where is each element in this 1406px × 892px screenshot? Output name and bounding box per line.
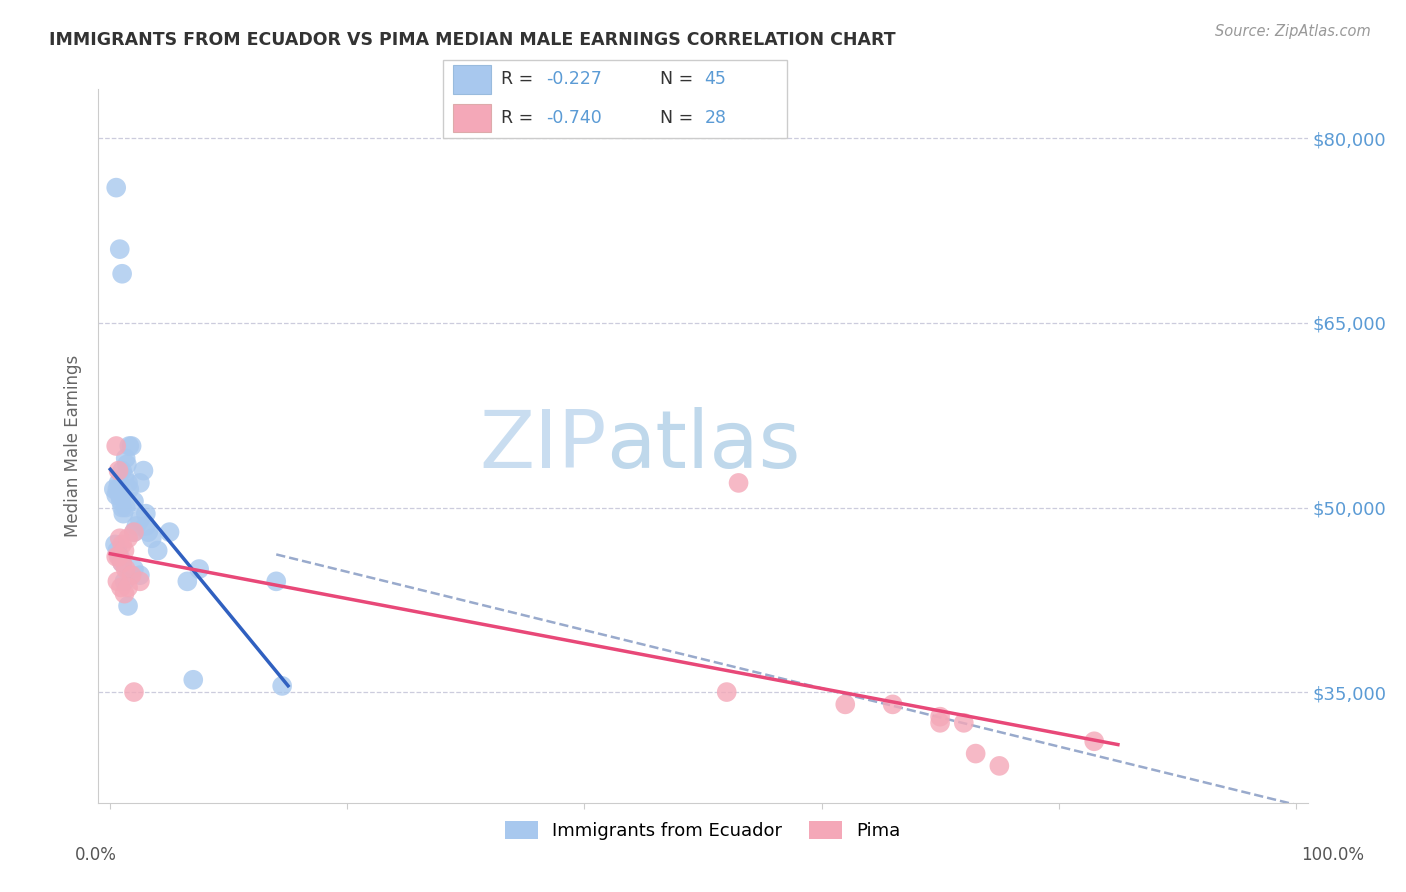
Point [117, 475, 139, 490]
Point [108, 549, 131, 564]
Text: N =: N = [659, 70, 699, 88]
Point [122, 685, 145, 699]
Point [141, 531, 163, 545]
Point [129, 475, 152, 490]
Point [122, 562, 145, 576]
Point [114, 574, 136, 589]
Point [117, 599, 139, 613]
Point [112, 507, 135, 521]
Point [716, 685, 738, 699]
Point [132, 464, 155, 478]
Point [114, 587, 136, 601]
Point [111, 500, 134, 515]
Point [105, 488, 128, 502]
Legend: Immigrants from Ecuador, Pima: Immigrants from Ecuador, Pima [498, 814, 908, 847]
Bar [453, 103, 491, 132]
Point [1083, 734, 1105, 748]
Text: -0.227: -0.227 [546, 70, 602, 88]
Point [105, 439, 128, 453]
Point [135, 519, 157, 533]
Y-axis label: Median Male Earnings: Median Male Earnings [65, 355, 83, 537]
Point [122, 525, 145, 540]
Point [965, 747, 987, 761]
Point [135, 507, 157, 521]
Point [176, 574, 198, 589]
Point [111, 537, 134, 551]
Point [271, 679, 294, 693]
Point [118, 439, 141, 453]
Text: R =: R = [502, 109, 538, 127]
Point [114, 500, 136, 515]
Point [181, 673, 204, 687]
Point [129, 574, 152, 589]
Point [115, 458, 138, 472]
Point [122, 525, 145, 540]
Point [159, 525, 181, 540]
Point [103, 482, 125, 496]
Point [121, 568, 143, 582]
Point [122, 494, 145, 508]
Point [264, 574, 287, 589]
Point [121, 439, 143, 453]
Bar [453, 65, 491, 94]
Point [118, 482, 141, 496]
Point [952, 715, 974, 730]
Point [107, 464, 129, 478]
Point [929, 709, 952, 723]
Point [125, 519, 148, 533]
Text: N =: N = [659, 109, 699, 127]
Text: Source: ZipAtlas.com: Source: ZipAtlas.com [1215, 24, 1371, 39]
Text: 0.0%: 0.0% [75, 846, 117, 863]
Point [110, 581, 132, 595]
Point [105, 482, 128, 496]
Text: atlas: atlas [606, 407, 800, 485]
Point [105, 549, 128, 564]
Point [882, 698, 904, 712]
Point [988, 759, 1011, 773]
Point [111, 556, 134, 570]
Point [114, 543, 136, 558]
Point [136, 525, 159, 540]
Point [129, 568, 152, 582]
Point [107, 475, 129, 490]
Point [105, 180, 128, 194]
Point [117, 581, 139, 595]
Point [929, 715, 952, 730]
Point [111, 556, 134, 570]
Point [129, 513, 152, 527]
Point [107, 549, 129, 564]
Point [117, 531, 139, 545]
Point [110, 494, 132, 508]
Point [108, 531, 131, 545]
Point [111, 267, 134, 281]
Text: -0.740: -0.740 [546, 109, 602, 127]
Point [114, 451, 136, 466]
Point [111, 464, 134, 478]
Point [188, 562, 211, 576]
Text: R =: R = [502, 70, 538, 88]
Point [104, 537, 127, 551]
Point [105, 543, 128, 558]
Text: ZIP: ZIP [479, 407, 606, 485]
Point [108, 488, 131, 502]
Text: 28: 28 [704, 109, 727, 127]
Point [105, 574, 128, 589]
Point [146, 543, 169, 558]
Point [114, 469, 136, 483]
Text: 100.0%: 100.0% [1302, 846, 1364, 863]
Point [108, 242, 131, 256]
Point [727, 475, 749, 490]
FancyBboxPatch shape [443, 60, 787, 138]
Text: 45: 45 [704, 70, 727, 88]
Point [834, 698, 856, 712]
Text: IMMIGRANTS FROM ECUADOR VS PIMA MEDIAN MALE EARNINGS CORRELATION CHART: IMMIGRANTS FROM ECUADOR VS PIMA MEDIAN M… [49, 31, 896, 49]
Point [114, 562, 136, 576]
